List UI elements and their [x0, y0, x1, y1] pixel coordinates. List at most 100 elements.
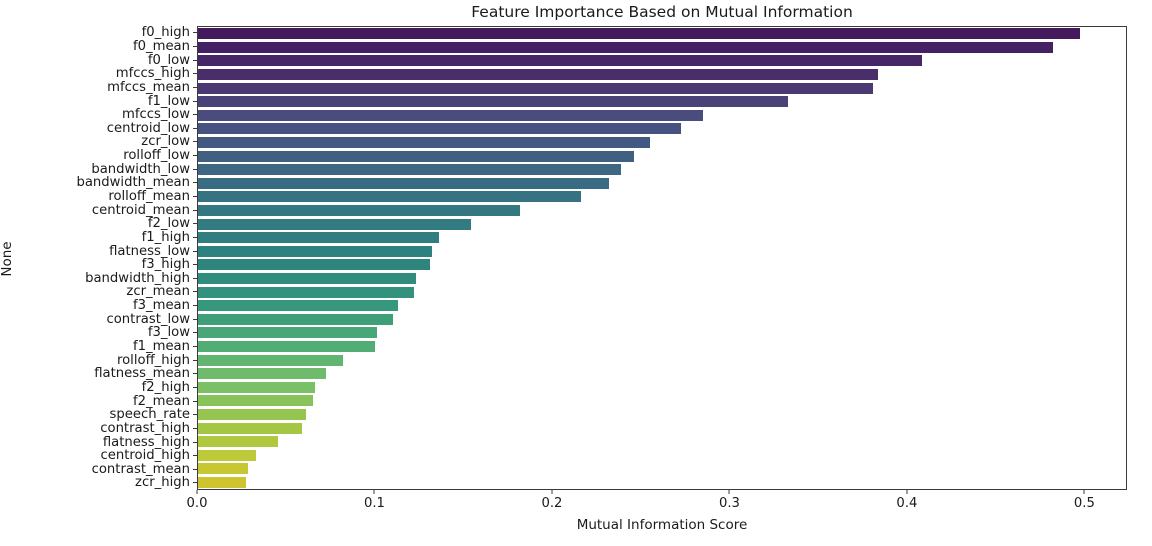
y-tick-mark: [193, 264, 197, 266]
y-tick-label-flatness_mean: flatness_mean: [94, 366, 190, 382]
x-tick-mark: [728, 490, 730, 494]
y-tick-row: mfccs_mean: [0, 81, 197, 95]
bar-row: [198, 476, 1126, 490]
bar-row: [198, 421, 1126, 435]
y-tick-row: f1_mean: [0, 340, 197, 354]
y-tick-row: bandwidth_low: [0, 162, 197, 176]
bar-mfccs_low: [198, 109, 703, 121]
bar-f2_high: [198, 381, 315, 393]
bar-f1_mean: [198, 340, 376, 352]
y-tick-row: bandwidth_high: [0, 272, 197, 286]
bar-row: [198, 204, 1126, 218]
y-tick-label-contrast_high: contrast_high: [100, 420, 190, 436]
y-tick-row: f0_mean: [0, 40, 197, 54]
y-tick-mark: [193, 32, 197, 34]
y-tick-label-centroid_mean: centroid_mean: [91, 202, 190, 218]
y-tick-label-zcr_low: zcr_low: [141, 134, 190, 150]
y-tick-mark: [193, 223, 197, 225]
y-tick-label-centroid_low: centroid_low: [106, 120, 190, 136]
y-tick-label-mfccs_mean: mfccs_mean: [107, 79, 190, 95]
bar-zcr_high: [198, 476, 246, 488]
x-tick-label: 0.4: [896, 496, 918, 511]
y-tick-row: mfccs_low: [0, 108, 197, 122]
y-tick-row: flatness_low: [0, 244, 197, 258]
x-tick-mark: [906, 490, 908, 494]
y-tick-row: zcr_high: [0, 476, 197, 490]
bar-row: [198, 272, 1126, 286]
y-tick-mark: [193, 427, 197, 429]
x-axis-ticks: 0.0 0.1 0.2 0.3 0.4 0.5: [187, 490, 1127, 516]
bar-row: [198, 340, 1126, 354]
x-tick-mark: [196, 490, 198, 494]
bar-centroid_mean: [198, 205, 521, 217]
bar-f0_low: [198, 55, 923, 67]
y-tick-label-rolloff_mean: rolloff_mean: [108, 189, 190, 204]
bar-row: [198, 109, 1126, 123]
y-tick-mark: [193, 332, 197, 334]
bar-mfccs_high: [198, 69, 879, 81]
bar-flatness_mean: [198, 368, 326, 380]
bar-contrast_mean: [198, 463, 248, 475]
y-tick-row: f2_high: [0, 381, 197, 395]
bars-container: [198, 27, 1126, 489]
y-tick-label-f1_high: f1_high: [141, 229, 190, 245]
y-tick-label-f2_mean: f2_mean: [132, 393, 190, 409]
y-tick-row: centroid_mean: [0, 203, 197, 217]
y-tick-mark: [193, 482, 197, 484]
bar-row: [198, 245, 1126, 259]
y-tick-label-f3_mean: f3_mean: [132, 298, 190, 314]
bar-rolloff_high: [198, 354, 344, 366]
y-tick-row: f1_low: [0, 94, 197, 108]
bar-centroid_high: [198, 449, 257, 461]
bar-bandwidth_high: [198, 272, 416, 284]
bar-row: [198, 231, 1126, 245]
y-tick-row: flatness_high: [0, 435, 197, 449]
y-tick-row: rolloff_high: [0, 353, 197, 367]
y-tick-row: rolloff_low: [0, 149, 197, 163]
y-tick-label-f2_low: f2_low: [147, 216, 190, 232]
y-tick-label-flatness_high: flatness_high: [102, 434, 190, 450]
y-tick-label-speech_rate: speech_rate: [109, 407, 190, 423]
y-tick-row: contrast_high: [0, 422, 197, 436]
y-tick-mark: [193, 209, 197, 211]
y-tick-label-mfccs_low: mfccs_low: [122, 107, 190, 123]
y-tick-label-f0_high: f0_high: [141, 25, 190, 41]
y-tick-row: contrast_mean: [0, 463, 197, 477]
bar-row: [198, 435, 1126, 449]
bar-contrast_high: [198, 422, 303, 434]
y-tick-mark: [193, 100, 197, 102]
y-tick-row: f0_low: [0, 53, 197, 67]
bar-centroid_low: [198, 123, 682, 135]
bar-rolloff_low: [198, 150, 634, 162]
bar-row: [198, 122, 1126, 136]
bar-f0_high: [198, 28, 1080, 40]
y-tick-mark: [193, 182, 197, 184]
bar-f3_high: [198, 259, 430, 271]
bar-row: [198, 177, 1126, 191]
y-tick-row: zcr_mean: [0, 285, 197, 299]
x-tick-label: 0.3: [718, 496, 740, 511]
y-tick-mark: [193, 291, 197, 293]
bar-row: [198, 408, 1126, 422]
bar-contrast_low: [198, 313, 393, 325]
y-tick-mark: [193, 86, 197, 88]
y-tick-row: centroid_low: [0, 121, 197, 135]
y-tick-row: f1_high: [0, 231, 197, 245]
x-tick-0.5: 0.5: [1074, 490, 1095, 511]
y-tick-mark: [193, 386, 197, 388]
y-tick-mark: [193, 318, 197, 320]
y-tick-mark: [193, 250, 197, 252]
bar-row: [198, 394, 1126, 408]
x-tick-0.4: 0.4: [896, 490, 917, 511]
y-tick-row: f0_high: [0, 26, 197, 40]
bar-row: [198, 353, 1126, 367]
y-tick-mark: [193, 196, 197, 197]
y-tick-row: flatness_mean: [0, 367, 197, 381]
x-tick-label: 0.0: [186, 496, 208, 511]
bar-bandwidth_low: [198, 164, 622, 176]
y-tick-label-bandwidth_high: bandwidth_high: [85, 270, 190, 286]
x-tick-label: 0.1: [363, 496, 385, 511]
bar-f2_low: [198, 218, 471, 230]
y-tick-label-f3_high: f3_high: [141, 257, 190, 273]
